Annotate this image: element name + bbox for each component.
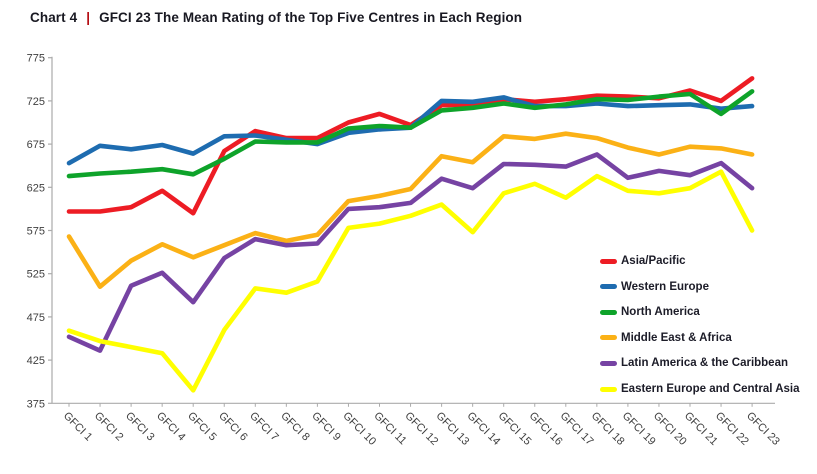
- x-axis-tick-label: GFCI 14: [465, 410, 503, 448]
- y-axis-tick-label: 675: [27, 139, 45, 151]
- x-axis-tick-label: GFCI 23: [744, 410, 782, 448]
- x-axis-tick-label: GFCI 5: [185, 410, 219, 444]
- x-axis-tick-label: GFCI 13: [433, 410, 471, 448]
- x-axis-tick-label: GFCI 7: [247, 410, 281, 444]
- legend-swatch-icon: [600, 258, 617, 264]
- legend-item-middle-east-africa: Middle East & Africa: [600, 325, 732, 351]
- legend-item-latin-america-the-caribbean: Latin America & the Caribbean: [600, 350, 788, 376]
- legend-label: Asia/Pacific: [621, 255, 686, 267]
- legend-swatch-icon: [600, 386, 617, 392]
- series-line-eastern-europe-and-central-asia: [66, 169, 755, 393]
- y-axis-tick-label: 625: [27, 182, 45, 194]
- x-axis-tick-label: GFCI 15: [496, 410, 534, 448]
- series-line-latin-america-the-caribbean: [66, 152, 755, 353]
- x-axis-tick-label: GFCI 11: [371, 410, 408, 447]
- chart-title: Chart 4 | GFCI 23 The Mean Rating of the T…: [30, 10, 522, 25]
- legend-item-asia-pacific: Asia/Pacific: [600, 248, 686, 274]
- legend-item-eastern-europe-and-central-asia: Eastern Europe and Central Asia: [600, 376, 800, 402]
- x-axis-tick-label: GFCI 12: [402, 410, 440, 448]
- legend-swatch-icon: [600, 309, 617, 315]
- x-axis-tick-label: GFCI 22: [713, 410, 751, 448]
- legend-label: North America: [621, 306, 700, 319]
- x-axis-tick-label: GFCI 4: [154, 410, 188, 444]
- x-axis-tick-label: GFCI 2: [92, 410, 126, 444]
- y-axis-tick-label: 575: [27, 226, 45, 238]
- legend-swatch-icon: [600, 335, 617, 341]
- legend-item-north-america: North America: [600, 299, 700, 325]
- x-axis-tick-label: GFCI 18: [589, 410, 627, 448]
- legend-item-western-europe: Western Europe: [600, 274, 709, 300]
- series-line-north-america: [66, 89, 755, 179]
- legend-label: Latin America & the Caribbean: [621, 357, 789, 370]
- legend-label: Middle East & Africa: [621, 331, 732, 344]
- legend-label: Western Europe: [621, 280, 709, 293]
- legend-swatch-icon: [600, 360, 617, 366]
- y-axis-tick-label: 525: [27, 269, 45, 281]
- chart-title-text: GFCI 23 The Mean Rating of the Top Five …: [99, 10, 523, 25]
- x-axis-tick-label: GFCI 10: [340, 410, 378, 448]
- y-axis-tick-label: 725: [27, 96, 45, 108]
- y-axis-tick-label: 775: [27, 53, 45, 65]
- x-axis-tick-label: GFCI 8: [278, 410, 312, 444]
- chart-title-prefix: Chart 4: [30, 10, 78, 25]
- y-axis-tick-label: 475: [27, 312, 45, 324]
- x-axis-tick-label: GFCI 17: [558, 410, 596, 448]
- legend-swatch-icon: [600, 284, 617, 290]
- x-axis-tick-label: GFCI 9: [309, 410, 343, 444]
- x-axis-tick-label: GFCI 6: [216, 410, 250, 444]
- x-axis-tick-label: GFCI 20: [651, 410, 689, 448]
- x-axis-tick-label: GFCI 16: [527, 410, 565, 448]
- legend-label: Eastern Europe and Central Asia: [621, 383, 800, 395]
- x-axis-tick-label: GFCI 21: [682, 410, 720, 448]
- x-axis-tick-label: GFCI 3: [123, 410, 157, 444]
- y-axis-tick-label: 375: [27, 398, 45, 410]
- y-axis-tick-label: 425: [27, 355, 45, 367]
- x-axis-tick-label: GFCI 19: [620, 410, 658, 448]
- x-axis-tick-label: GFCI 1: [61, 410, 95, 444]
- series-line-middle-east-africa: [66, 131, 755, 290]
- chart-title-separator: |: [86, 10, 91, 25]
